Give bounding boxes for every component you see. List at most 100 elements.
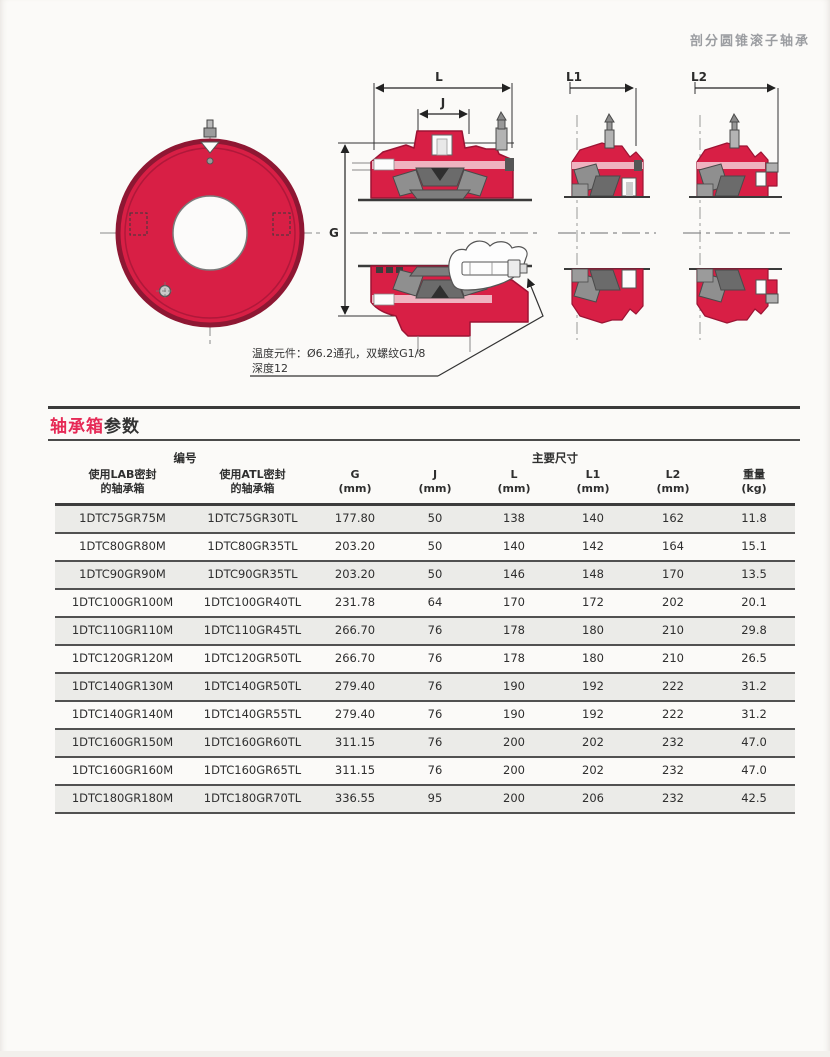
- cell-g: 336.55: [315, 784, 395, 814]
- temperature-sensor: [448, 240, 528, 291]
- housing-params-table: 编号 主要尺寸 使用LAB密封 的轴承箱 使用ATL密封 的轴承箱 G (mm)…: [55, 449, 796, 814]
- cell-l2: 162: [633, 504, 713, 534]
- cell-l2: 232: [633, 756, 713, 786]
- g-dim-label: G: [329, 226, 339, 240]
- cell-atl: 1DTC100GR40TL: [190, 588, 315, 618]
- cell-j: 95: [395, 784, 475, 814]
- cell-weight: 13.5: [713, 560, 796, 590]
- table-row: 1DTC160GR150M 1DTC160GR60TL 311.15 76 200 202…: [55, 728, 796, 758]
- cell-l: 190: [475, 700, 553, 730]
- cell-g: 231.78: [315, 588, 395, 618]
- bore: [172, 195, 248, 271]
- cell-lab: 1DTC100GR100M: [55, 588, 190, 618]
- table-row: 1DTC160GR160M 1DTC160GR65TL 311.15 76 200 202…: [55, 756, 796, 786]
- cell-l2: 170: [633, 560, 713, 590]
- cell-weight: 31.2: [713, 700, 796, 730]
- cell-weight: 20.1: [713, 588, 796, 618]
- section-view-l2: L2: [683, 70, 790, 340]
- cell-j: 76: [395, 644, 475, 674]
- note-line-1: 温度元件：Ø6.2通孔，双螺纹G1/8: [252, 346, 425, 360]
- cell-l1: 172: [553, 588, 633, 618]
- cell-l: 178: [475, 644, 553, 674]
- cell-atl: 1DTC140GR50TL: [190, 672, 315, 702]
- cell-l: 200: [475, 784, 553, 814]
- cell-l2: 210: [633, 616, 713, 646]
- table-row: 1DTC90GR90M 1DTC90GR35TL 203.20 50 146 148 170…: [55, 560, 796, 590]
- col-header-l2: L2 (mm): [633, 466, 713, 506]
- cell-atl: 1DTC140GR55TL: [190, 700, 315, 730]
- split-lug-left: [129, 212, 148, 236]
- cell-l1: 192: [553, 672, 633, 702]
- cell-l: 146: [475, 560, 553, 590]
- cell-g: 311.15: [315, 756, 395, 786]
- cell-j: 76: [395, 728, 475, 758]
- params-section: 轴承箱参数 编号 主要尺寸 使用LAB密封 的轴承箱 使用ATL密封 的轴承箱 …: [48, 406, 800, 814]
- cell-weight: 11.8: [713, 504, 796, 534]
- col-header-j: J (mm): [395, 466, 475, 506]
- cell-l: 170: [475, 588, 553, 618]
- cell-g: 203.20: [315, 532, 395, 562]
- l-dim-label: L: [435, 70, 443, 84]
- cell-lab: 1DTC120GR120M: [55, 644, 190, 674]
- cell-atl: 1DTC160GR60TL: [190, 728, 315, 758]
- page-header-tag: 剖分圆锥滚子轴承: [689, 34, 810, 49]
- cell-j: 76: [395, 672, 475, 702]
- cell-l2: 222: [633, 672, 713, 702]
- cell-atl: 1DTC110GR45TL: [190, 616, 315, 646]
- cell-atl: 1DTC75GR30TL: [190, 504, 315, 534]
- cell-l2: 222: [633, 700, 713, 730]
- cell-l1: 148: [553, 560, 633, 590]
- cell-atl: 1DTC80GR35TL: [190, 532, 315, 562]
- cell-lab: 1DTC160GR150M: [55, 728, 190, 758]
- cell-g: 266.70: [315, 644, 395, 674]
- col-header-g: G (mm): [315, 466, 395, 506]
- cell-lab: 1DTC160GR160M: [55, 756, 190, 786]
- cell-l1: 180: [553, 616, 633, 646]
- l1-dim-label: L1: [566, 70, 582, 84]
- cell-j: 76: [395, 616, 475, 646]
- cell-j: 50: [395, 504, 475, 534]
- cell-j: 50: [395, 532, 475, 562]
- section-title-dark: 参数: [104, 417, 140, 437]
- col-header-weight: 重量 (kg): [713, 466, 796, 506]
- cell-g: 177.80: [315, 504, 395, 534]
- table-row: 1DTC100GR100M 1DTC100GR40TL 231.78 64 170 172…: [55, 588, 796, 618]
- section-title: 轴承箱参数: [50, 412, 800, 437]
- cell-lab: 1DTC140GR140M: [55, 700, 190, 730]
- split-lug-right: [272, 212, 291, 236]
- cell-l2: 164: [633, 532, 713, 562]
- title-underline: [48, 439, 800, 441]
- header-group-dimensions: 主要尺寸: [532, 451, 579, 465]
- cell-g: 203.20: [315, 560, 395, 590]
- cell-l: 200: [475, 756, 553, 786]
- grease-fitting-icon: [495, 127, 508, 151]
- cell-weight: 15.1: [713, 532, 796, 562]
- j-dim-label: J: [440, 96, 445, 110]
- cell-j: 64: [395, 588, 475, 618]
- cell-l1: 140: [553, 504, 633, 534]
- table-row: 1DTC120GR120M 1DTC120GR50TL 266.70 76 178 180…: [55, 644, 796, 674]
- section-divider: [48, 406, 800, 409]
- front-view: [100, 119, 324, 344]
- cell-lab: 1DTC140GR130M: [55, 672, 190, 702]
- cell-l2: 232: [633, 784, 713, 814]
- cell-l2: 232: [633, 728, 713, 758]
- cell-l1: 180: [553, 644, 633, 674]
- col-header-l: L (mm): [475, 466, 553, 506]
- cell-weight: 42.5: [713, 784, 796, 814]
- cell-atl: 1DTC120GR50TL: [190, 644, 315, 674]
- cell-atl: 1DTC90GR35TL: [190, 560, 315, 590]
- table-row: 1DTC140GR130M 1DTC140GR50TL 279.40 76 190 192…: [55, 672, 796, 702]
- section-title-red: 轴承箱: [50, 417, 104, 437]
- split-notch: [199, 141, 221, 154]
- cell-l: 200: [475, 728, 553, 758]
- cell-g: 279.40: [315, 672, 395, 702]
- cell-lab: 1DTC110GR110M: [55, 616, 190, 646]
- cell-j: 76: [395, 756, 475, 786]
- cell-l2: 202: [633, 588, 713, 618]
- cell-l: 190: [475, 672, 553, 702]
- cell-l1: 192: [553, 700, 633, 730]
- table-row: 1DTC110GR110M 1DTC110GR45TL 266.70 76 178 180…: [55, 616, 796, 646]
- cell-l1: 206: [553, 784, 633, 814]
- cell-l1: 202: [553, 728, 633, 758]
